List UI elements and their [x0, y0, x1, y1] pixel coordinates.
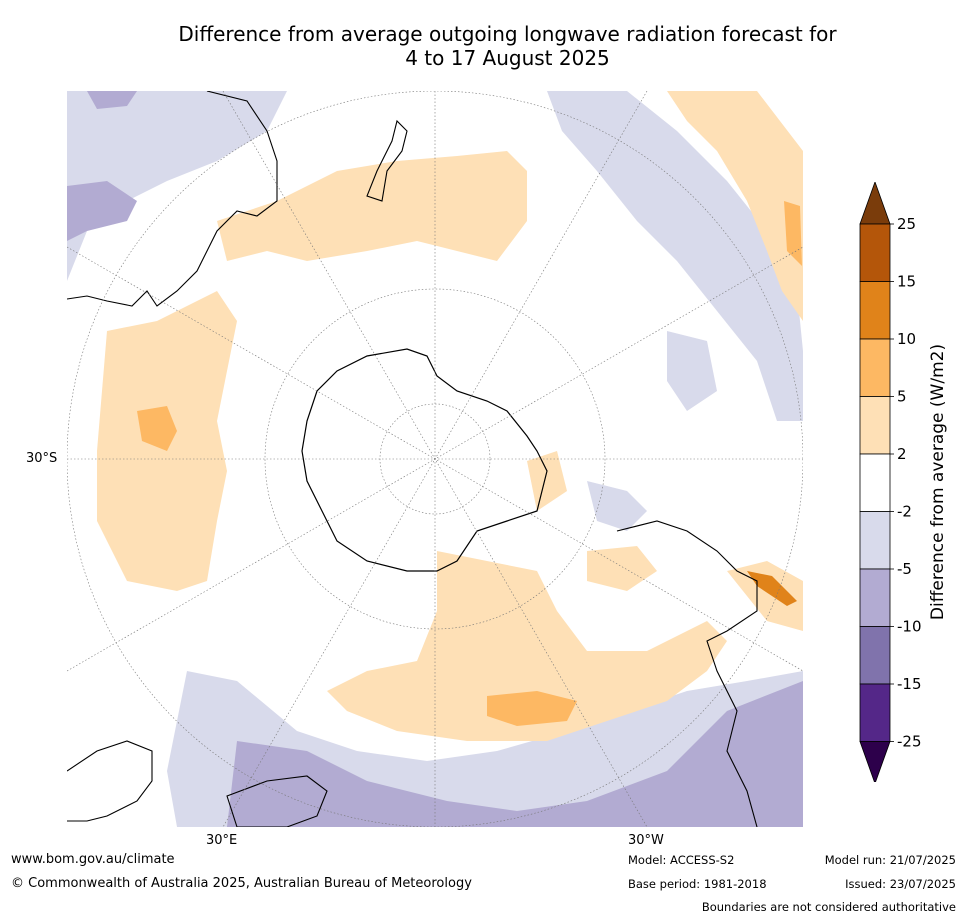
colorbar-tick-label: 5	[897, 388, 907, 406]
colorbar-segment	[859, 281, 891, 340]
colorbar: 25 15 10 5 2 -2 -5 -10 -15 -25	[859, 182, 922, 782]
anomaly-pos10-southeast	[747, 571, 797, 606]
colorbar-tick-label: 10	[897, 330, 916, 348]
anomaly-neg5-northwest	[67, 181, 137, 241]
polar-map	[67, 91, 803, 827]
anomaly-neg2-east	[547, 91, 803, 421]
colorbar-segment	[859, 453, 891, 512]
colorbar-segment	[859, 683, 891, 742]
lon-label-30w: 30°W	[628, 833, 664, 848]
colorbar-tick-label: -2	[897, 503, 912, 521]
anomaly-pos2-far-east	[727, 561, 803, 631]
colorbar-top-triangle	[859, 182, 891, 225]
anomaly-pos2-east-blob	[527, 451, 567, 511]
colorbar-tick-label: 2	[897, 445, 907, 463]
south-america-outline	[616, 520, 758, 827]
colorbar-tick-label: -15	[897, 675, 922, 693]
anomaly-pos5-south	[487, 691, 577, 726]
anomaly-pos2-southeast	[587, 546, 657, 591]
new-zealand-outline	[366, 119, 408, 202]
footer-issued: Issued: 23/07/2025	[845, 877, 956, 891]
lon-label-30e: 30°E	[206, 833, 238, 848]
footer-copyright: © Commonwealth of Australia 2025, Austra…	[11, 876, 472, 891]
colorbar-title: Difference from average (W/m2)	[928, 343, 948, 621]
footer-model-run: Model run: 21/07/2025	[824, 853, 956, 867]
anomaly-neg2-outer-ring	[67, 91, 287, 281]
colorbar-segment	[859, 626, 891, 685]
anomaly-pos5-west	[137, 406, 177, 451]
madagascar-outline	[226, 775, 328, 827]
colorbar-bottom-triangle	[859, 741, 891, 782]
lat-label-30s: 30°S	[26, 451, 58, 466]
anomaly-neg5-south	[227, 681, 803, 827]
anomaly-neg2-southeast	[587, 481, 647, 531]
colorbar-tick-label: -5	[897, 560, 912, 578]
anomaly-neg5-north	[87, 91, 137, 109]
meridian-60b	[67, 246, 803, 672]
colorbar-segment	[859, 396, 891, 455]
map-title: Difference from average outgoing longwav…	[0, 22, 965, 70]
colorbar-segment	[859, 511, 891, 570]
anomaly-pos2-northeast	[667, 91, 803, 321]
colorbar-segment	[859, 568, 891, 627]
colorbar-tick-label: -25	[897, 733, 922, 751]
title-line-1: Difference from average outgoing longwav…	[178, 22, 837, 46]
australia-outline	[67, 91, 278, 307]
anomaly-pos2-south	[327, 551, 727, 741]
latitude-circle-60	[264, 288, 606, 630]
africa-outline	[67, 740, 153, 822]
title-line-2: 4 to 17 August 2025	[405, 46, 610, 70]
footer-model: Model: ACCESS-S2	[628, 853, 735, 867]
footer-disclaimer: Boundaries are not considered authoritat…	[701, 900, 956, 914]
antarctica-outline	[301, 348, 548, 572]
footer-base-period: Base period: 1981-2018	[628, 877, 767, 891]
colorbar-tick-label: -10	[897, 618, 922, 636]
colorbar-tick-label: 15	[897, 273, 916, 291]
anomaly-pos2-north-band	[217, 151, 527, 261]
footer-website[interactable]: www.bom.gov.au/climate	[11, 852, 175, 867]
colorbar-segment	[859, 338, 891, 397]
anomaly-pos5-northeast	[784, 201, 802, 266]
colorbar-segment	[859, 223, 891, 282]
colorbar-tick-label: 25	[897, 215, 916, 233]
anomaly-neg2-east-blob	[667, 331, 717, 411]
